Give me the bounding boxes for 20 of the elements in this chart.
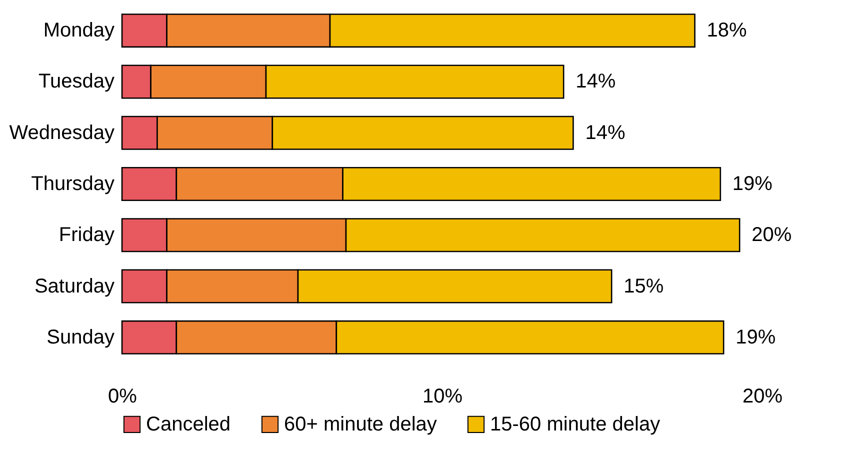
legend-label: Canceled xyxy=(146,413,231,436)
x-tick-label: 20% xyxy=(742,386,783,408)
x-tick-label: 10% xyxy=(422,386,463,408)
y-tick-label: Saturday xyxy=(34,275,114,298)
legend-label: 60+ minute delay xyxy=(284,413,437,436)
x-tick-label: 0% xyxy=(108,386,138,408)
total-label: 18% xyxy=(706,20,748,42)
y-tick-label: Friday xyxy=(58,224,114,246)
total-label: 15% xyxy=(624,275,664,298)
legend-label: 15-60 minute delay xyxy=(490,413,660,436)
total-label: 20% xyxy=(752,224,792,246)
y-tick-label: Thursday xyxy=(31,173,114,195)
total-label: 14% xyxy=(585,122,626,144)
total-label: 19% xyxy=(736,326,776,348)
y-tick-label: Wednesday xyxy=(9,122,114,144)
y-tick-label: Sunday xyxy=(46,326,114,348)
total-label: 14% xyxy=(576,70,616,93)
y-tick-label: Monday xyxy=(43,20,114,42)
total-label: 19% xyxy=(732,173,773,195)
y-tick-label: Tuesday xyxy=(38,70,114,93)
